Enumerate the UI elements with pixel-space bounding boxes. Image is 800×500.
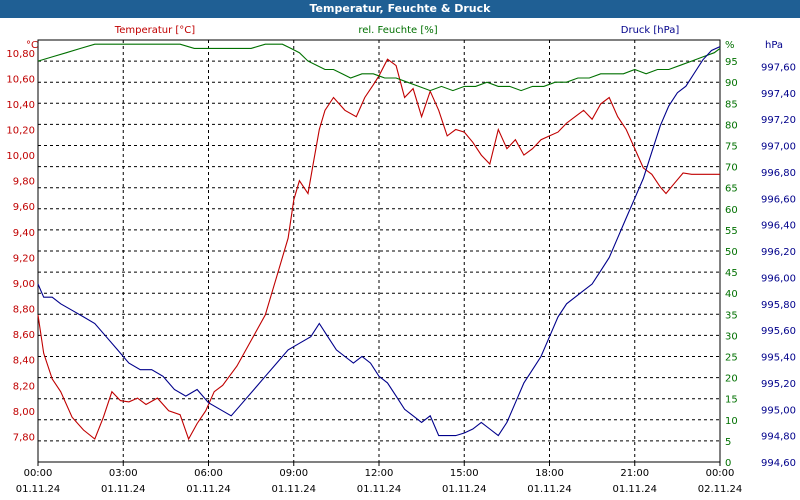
x-tick-date: 01.11.24	[357, 484, 402, 495]
hum-tick-label: 35	[725, 310, 738, 321]
press-tick-label: 995,20	[761, 379, 796, 390]
x-tick-date: 02.11.24	[698, 484, 743, 495]
temp-tick-label: 8,20	[13, 381, 35, 392]
hum-tick-label: %	[725, 40, 735, 51]
x-tick-time: 12:00	[365, 468, 394, 479]
temp-tick-label: 9,60	[13, 202, 35, 213]
hum-tick-label: 25	[725, 353, 738, 364]
hum-tick-label: 30	[725, 331, 738, 342]
x-tick-date: 01.11.24	[612, 484, 657, 495]
hum-tick-label: 5	[725, 437, 731, 448]
x-tick-date: 01.11.24	[16, 484, 61, 495]
x-tick-date: 01.11.24	[271, 484, 316, 495]
x-tick-date: 01.11.24	[101, 484, 146, 495]
press-tick-label: 996,20	[761, 247, 796, 258]
hum-axis-title: rel. Feuchte [%]	[358, 25, 437, 36]
press-tick-label: 997,00	[761, 142, 796, 153]
temp-tick-label: 9,20	[13, 253, 35, 264]
temp-tick-label: 10,80	[6, 49, 35, 60]
temp-tick-label: 9,00	[13, 279, 35, 290]
x-tick-time: 21:00	[620, 468, 649, 479]
hum-tick-label: 90	[725, 78, 738, 89]
hum-tick-label: 50	[725, 247, 738, 258]
temp-tick-label: 10,60	[6, 74, 35, 85]
hum-tick-label: 40	[725, 289, 738, 300]
temp-tick-label: 9,40	[13, 228, 35, 239]
temp-tick-label: 8,60	[13, 330, 35, 341]
hum-tick-label: 45	[725, 268, 738, 279]
temp-tick-label: 10,20	[6, 126, 35, 137]
temp-axis-title: Temperatur [°C]	[114, 25, 195, 36]
hum-tick-label: 20	[725, 374, 738, 385]
hum-tick-label: 95	[725, 57, 738, 68]
press-tick-label: 995,40	[761, 353, 796, 364]
press-axis-title: Druck [hPa]	[621, 25, 680, 36]
hum-tick-label: 10	[725, 416, 738, 427]
hum-tick-label: 75	[725, 142, 738, 153]
temp-unit-label: °C	[26, 40, 38, 51]
temp-tick-label: 10,40	[6, 100, 35, 111]
press-tick-label: 997,40	[761, 89, 796, 100]
x-tick-time: 15:00	[450, 468, 479, 479]
series-line-hum	[37, 43, 721, 92]
temp-tick-label: 9,80	[13, 177, 35, 188]
hum-tick-label: 55	[725, 226, 738, 237]
temp-tick-label: 8,00	[13, 407, 35, 418]
press-tick-label: 996,00	[761, 273, 796, 284]
press-unit-label: hPa	[765, 40, 783, 51]
press-tick-label: 997,60	[761, 62, 796, 73]
press-tick-label: 995,60	[761, 326, 796, 337]
x-tick-time: 00:00	[706, 468, 735, 479]
x-tick-time: 18:00	[535, 468, 564, 479]
x-tick-date: 01.11.24	[186, 484, 231, 495]
press-tick-label: 996,60	[761, 194, 796, 205]
temp-tick-label: 8,40	[13, 356, 35, 367]
x-tick-time: 00:00	[24, 468, 53, 479]
press-tick-label: 997,20	[761, 115, 796, 126]
temp-tick-label: 8,80	[13, 305, 35, 316]
hum-tick-label: 80	[725, 120, 738, 131]
x-tick-time: 09:00	[279, 468, 308, 479]
press-tick-label: 995,00	[761, 405, 796, 416]
x-tick-date: 01.11.24	[442, 484, 487, 495]
x-tick-time: 06:00	[194, 468, 223, 479]
x-tick-date: 01.11.24	[527, 484, 572, 495]
hum-tick-label: 65	[725, 184, 738, 195]
press-tick-label: 995,80	[761, 300, 796, 311]
hum-tick-label: 0	[725, 458, 731, 469]
hum-tick-label: 85	[725, 99, 738, 110]
chart-title: Temperatur, Feuchte & Druck	[0, 0, 800, 18]
x-tick-time: 03:00	[109, 468, 138, 479]
temp-tick-label: 10,00	[6, 151, 35, 162]
hum-tick-label: 60	[725, 205, 738, 216]
press-tick-label: 994,60	[761, 458, 796, 469]
temp-tick-label: 7,80	[13, 432, 35, 443]
hum-tick-label: 70	[725, 163, 738, 174]
press-tick-label: 994,80	[761, 432, 796, 443]
hum-tick-label: 15	[725, 395, 738, 406]
press-tick-label: 996,40	[761, 221, 796, 232]
press-tick-label: 996,80	[761, 168, 796, 179]
series-line-temp	[37, 58, 720, 441]
series-line-press	[37, 46, 721, 437]
